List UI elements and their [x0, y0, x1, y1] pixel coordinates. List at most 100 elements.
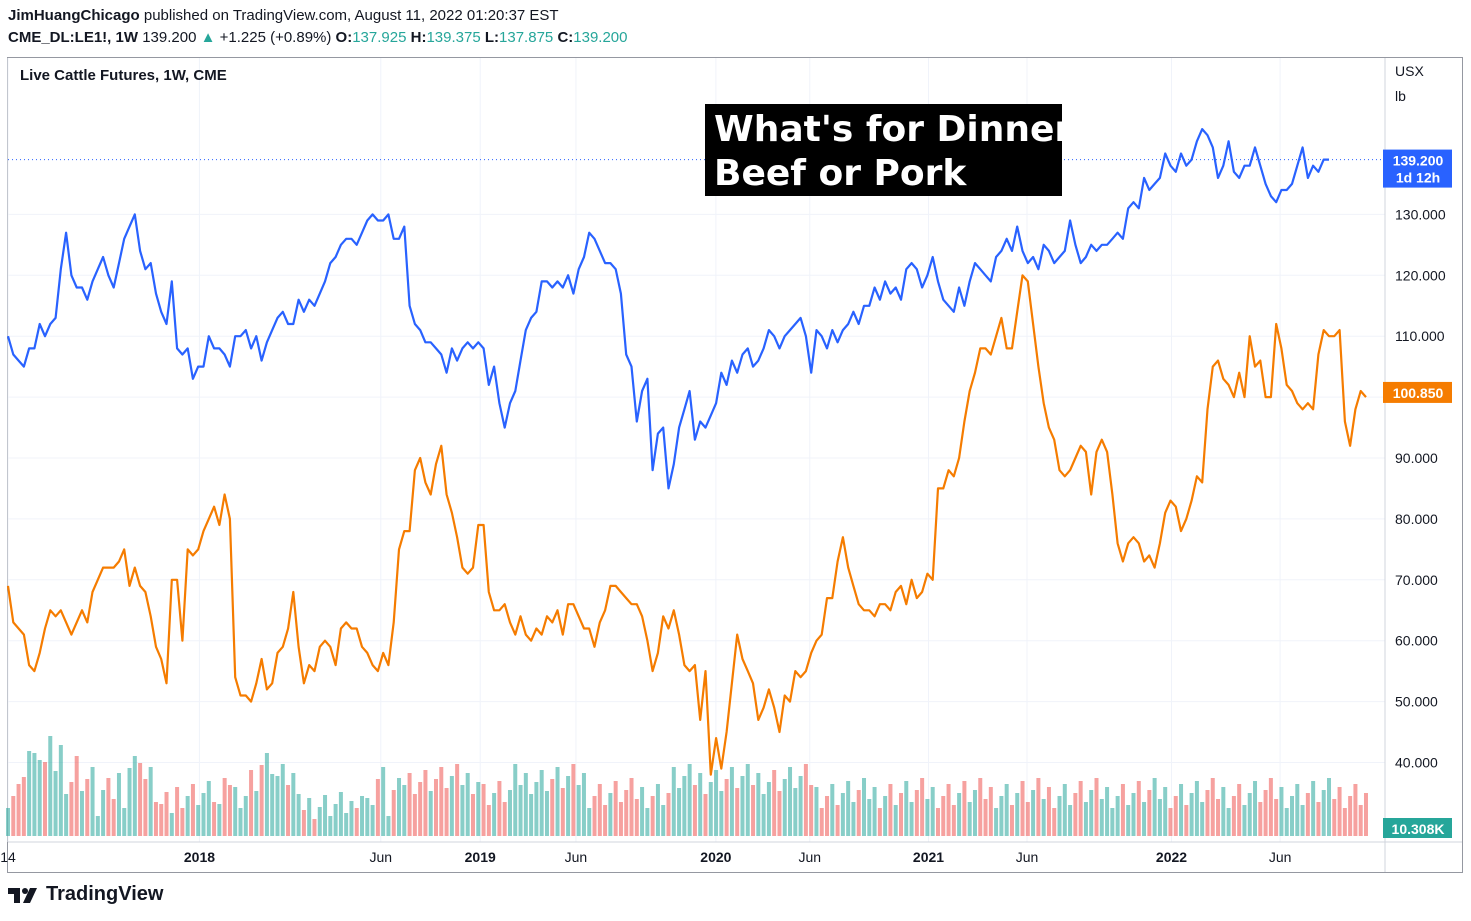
- volume-bar: [259, 765, 264, 836]
- volume-bar: [37, 760, 42, 836]
- volume-bar: [634, 799, 639, 836]
- volume-bar: [925, 799, 930, 836]
- annotation-line-2: Beef or Pork: [714, 153, 967, 194]
- y-tick-label: 110.000: [1395, 328, 1445, 344]
- volume-bar: [946, 784, 951, 836]
- x-tick-label: 2022: [1156, 849, 1187, 865]
- volume-bar: [1189, 793, 1194, 836]
- volume-bar: [724, 779, 729, 836]
- x-tick-label: Jun: [1269, 849, 1292, 865]
- x-tick-label: 2020: [700, 849, 731, 865]
- volume-bar: [1142, 802, 1147, 836]
- x-tick-label: Jun: [370, 849, 393, 865]
- volume-bar: [1068, 805, 1073, 836]
- cattle-price-badge-text: 139.200: [1393, 153, 1444, 169]
- volume-bar: [291, 773, 296, 836]
- hogs-price-badge: [1383, 381, 1452, 403]
- y-tick-label: 60.000: [1395, 633, 1438, 649]
- volume-bar: [798, 776, 803, 836]
- volume-bar: [402, 785, 407, 836]
- volume-bar: [666, 793, 671, 836]
- volume-bar: [243, 796, 248, 836]
- annotation-box[interactable]: What's for Dinner? Beef or Pork: [705, 104, 1094, 196]
- volume-bar: [465, 773, 470, 836]
- volume-bar: [328, 816, 333, 836]
- volume-bar: [1300, 805, 1305, 836]
- x-tick-label: 14: [0, 849, 16, 865]
- cattle-series-line[interactable]: [6, 128, 1329, 490]
- x-tick-label: 2021: [913, 849, 944, 865]
- volume-bar: [687, 764, 692, 836]
- publisher-name[interactable]: JimHuangChicago: [8, 7, 140, 24]
- volume-bar: [1031, 790, 1036, 836]
- published-text: published on TradingView.com, August 11,…: [143, 7, 559, 24]
- volume-bar: [1179, 784, 1184, 836]
- volume-bar: [1353, 784, 1358, 836]
- volume-bar: [513, 764, 518, 836]
- volume-bar: [740, 776, 745, 836]
- volume-bar: [867, 799, 872, 836]
- volume-bar: [492, 793, 497, 836]
- volume-bar: [185, 796, 190, 836]
- volume-bar: [455, 764, 460, 836]
- volume-bar: [544, 791, 549, 836]
- tradingview-logo-icon: [8, 887, 37, 903]
- volume-bar: [555, 767, 560, 836]
- volume-bar: [116, 773, 121, 836]
- open-value: 137.925: [352, 29, 407, 46]
- volume-bar: [539, 770, 544, 836]
- volume-bar: [1268, 778, 1273, 836]
- volume-bar: [671, 767, 676, 836]
- volume-bar: [534, 782, 539, 836]
- volume-bar: [90, 767, 95, 836]
- volume-bar: [1348, 796, 1353, 836]
- volume-bar: [1311, 781, 1316, 836]
- volume-bar: [766, 782, 771, 836]
- volume-bar: [788, 767, 793, 836]
- volume-bar: [603, 805, 608, 836]
- volume-bar: [978, 778, 983, 836]
- volume-bar: [1163, 787, 1168, 836]
- volume-bar: [999, 796, 1004, 836]
- volume-bar: [16, 784, 21, 836]
- volume-bar: [238, 808, 243, 836]
- volume-bar: [655, 784, 660, 836]
- volume-bar: [1342, 808, 1347, 836]
- volume-bar: [164, 792, 169, 836]
- volume-bar: [58, 745, 63, 836]
- volume-bar: [11, 796, 16, 836]
- volume-bar: [32, 753, 37, 836]
- volume-bar: [518, 785, 523, 836]
- volume-bar: [1237, 784, 1242, 836]
- volume-bar: [127, 768, 132, 836]
- volume-bar: [190, 784, 195, 836]
- volume-bar: [1157, 799, 1162, 836]
- volume-bar: [344, 813, 349, 836]
- volume-bar: [476, 782, 481, 836]
- volume-bar: [206, 781, 211, 836]
- footer-logo[interactable]: TradingView: [8, 883, 163, 906]
- volume-bar: [1242, 805, 1247, 836]
- volume-bar: [1231, 796, 1236, 836]
- hogs-series-line[interactable]: [6, 274, 1367, 776]
- volume-bar: [1015, 793, 1020, 836]
- volume-bar: [751, 785, 756, 836]
- volume-bar: [566, 776, 571, 836]
- volume-bar: [745, 764, 750, 836]
- volume-bar: [370, 805, 375, 836]
- volume-bar: [624, 790, 629, 836]
- volume-bar: [883, 796, 888, 836]
- y-tick-label: 120.000: [1395, 267, 1446, 283]
- volume-bar: [1332, 799, 1337, 836]
- volume-bar: [809, 785, 814, 836]
- volume-bar: [983, 799, 988, 836]
- volume-bar: [1295, 784, 1300, 836]
- volume-bar: [365, 798, 370, 836]
- annotation-line-1: What's for Dinner?: [714, 109, 1094, 150]
- volume-bar: [1226, 808, 1231, 836]
- volume-bar: [169, 813, 174, 836]
- high-value: 139.375: [426, 29, 481, 46]
- volume-bar: [1194, 781, 1199, 836]
- volume-bar: [270, 774, 275, 836]
